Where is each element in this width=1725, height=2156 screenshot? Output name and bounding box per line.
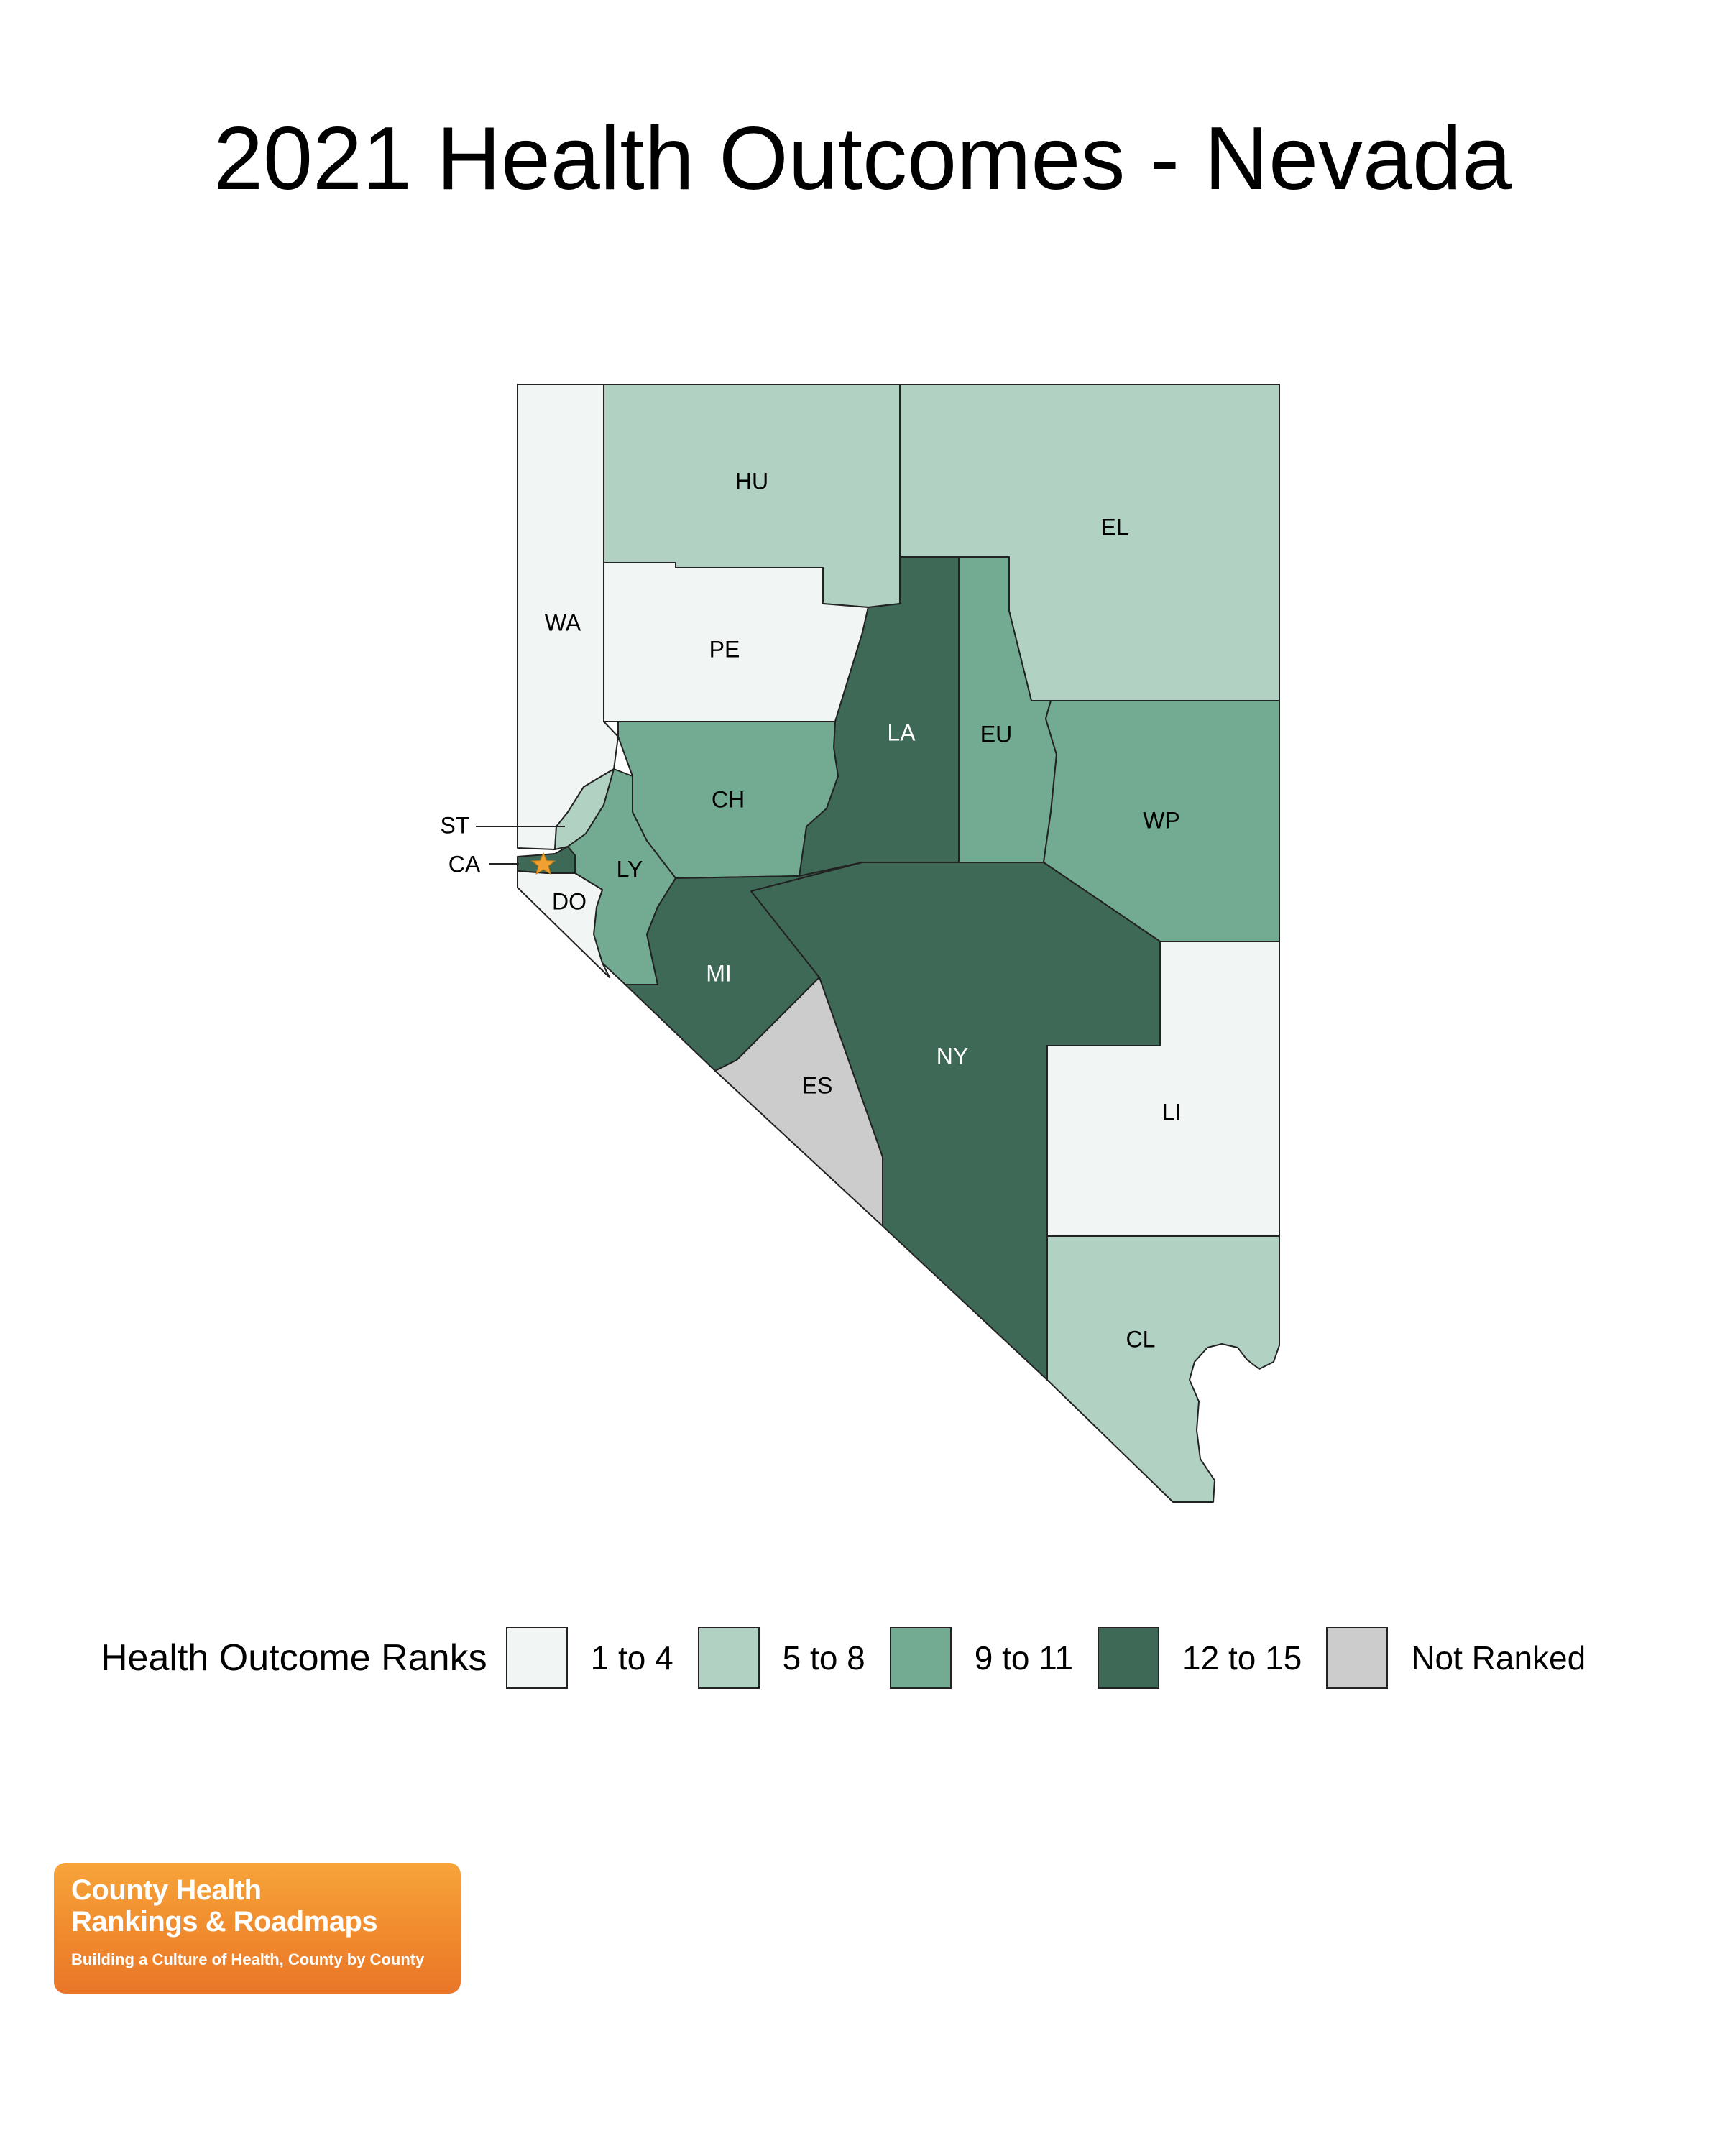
- county-label-CL: CL: [1126, 1326, 1156, 1352]
- county-ES[interactable]: [714, 977, 883, 1227]
- county-CL[interactable]: [1046, 1235, 1280, 1503]
- legend-swatch-12-to-15: [1098, 1627, 1160, 1689]
- county-label-WP: WP: [1143, 807, 1180, 833]
- county-label-ST: ST: [441, 812, 470, 838]
- county-label-LY: LY: [617, 856, 643, 882]
- county-label-LI: LI: [1162, 1099, 1182, 1125]
- chrr-logo: County Health Rankings & Roadmaps Buildi…: [54, 1863, 461, 1994]
- county-label-WA: WA: [545, 609, 581, 635]
- county-DO[interactable]: [517, 870, 610, 978]
- legend-label-5-to-8: 5 to 8: [782, 1639, 865, 1677]
- legend-swatch-9-to-11: [889, 1627, 952, 1689]
- county-label-EL: EL: [1100, 514, 1128, 540]
- county-label-HU: HU: [735, 468, 768, 494]
- legend-swatch-1-to-4: [505, 1627, 568, 1689]
- county-label-LA: LA: [887, 719, 916, 745]
- legend-label-12-to-15: 12 to 15: [1182, 1639, 1302, 1677]
- county-label-CA: CA: [448, 851, 481, 877]
- star-icon: [530, 852, 556, 875]
- county-label-ES: ES: [802, 1072, 833, 1098]
- logo-tagline: Building a Culture of Health, County by …: [71, 1950, 425, 1968]
- county-label-EU: EU: [980, 721, 1012, 747]
- legend-swatch-5-to-8: [697, 1627, 760, 1689]
- county-label-PE: PE: [709, 636, 740, 662]
- page-title: 2021 Health Outcomes - Nevada: [213, 109, 1512, 208]
- county-label-MI: MI: [706, 960, 732, 986]
- legend-swatch-not-ranked: [1326, 1627, 1389, 1689]
- legend-label-9-to-11: 9 to 11: [974, 1639, 1074, 1677]
- logo-line-1: County Health: [71, 1874, 262, 1906]
- legend: Health Outcome Ranks 1 to 4 5 to 8 9 to …: [101, 1626, 1586, 1690]
- county-label-NY: NY: [937, 1043, 968, 1069]
- legend-title: Health Outcome Ranks: [101, 1637, 487, 1679]
- legend-label-not-ranked: Not Ranked: [1411, 1639, 1586, 1677]
- legend-label-1-to-4: 1 to 4: [590, 1639, 673, 1677]
- county-label-CH: CH: [712, 786, 745, 812]
- logo-line-2: Rankings & Roadmaps: [71, 1906, 378, 1938]
- county-label-DO: DO: [552, 888, 586, 914]
